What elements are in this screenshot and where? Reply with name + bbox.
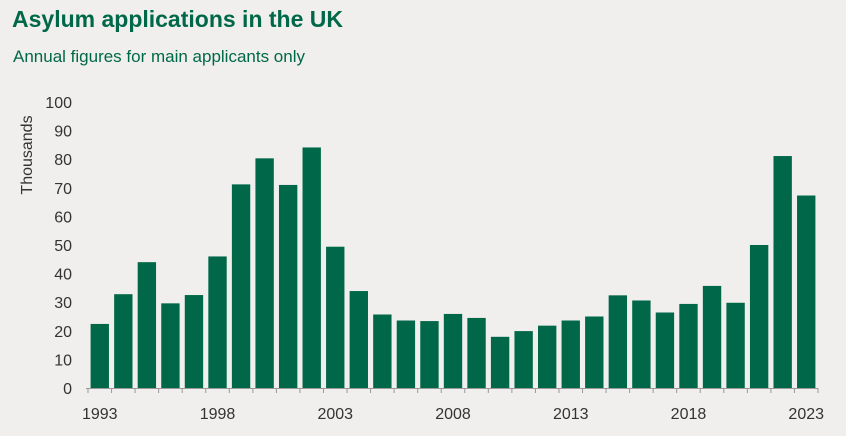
y-tick-label: 60	[54, 209, 72, 226]
bar-2022	[773, 156, 792, 388]
bar-2009	[467, 317, 486, 388]
bar-2016	[632, 300, 651, 388]
bar-2003	[326, 246, 345, 388]
bar-2014	[585, 316, 604, 388]
bar-2008	[443, 313, 463, 388]
x-tick-label: 2018	[671, 406, 707, 423]
y-tick-label: 90	[54, 124, 72, 141]
bar-2000	[255, 158, 274, 388]
bar-1998	[208, 256, 227, 388]
y-axis-ticks: 0 10 20 30 40 50 60 70 80 90 100	[45, 95, 72, 398]
x-tick-label: 1998	[200, 406, 236, 423]
chart-subtitle: Annual figures for main applicants only	[13, 47, 305, 66]
bar-2002	[302, 147, 321, 388]
y-tick-label: 50	[54, 238, 72, 255]
bar-2004	[349, 291, 368, 388]
y-tick-label: 40	[54, 267, 72, 284]
bar-2001	[278, 184, 298, 388]
y-tick-label: 0	[63, 381, 72, 398]
bar-1994	[114, 294, 133, 388]
y-tick-label: 20	[54, 324, 72, 341]
x-tick-label: 2023	[788, 406, 824, 423]
bar-2015	[608, 295, 628, 388]
bar-1999	[231, 184, 251, 388]
bar-2012	[538, 325, 557, 388]
bar-2023	[797, 195, 816, 388]
bar-1997	[184, 295, 204, 388]
x-axis-ticks: 1993 1998 2003 2008 2013 2018 2023	[82, 388, 824, 423]
x-tick-label: 1993	[82, 406, 118, 423]
bar-2010	[490, 336, 510, 388]
bar-1995	[137, 262, 157, 388]
x-tick-label: 2008	[435, 406, 471, 423]
bar-2005	[373, 314, 392, 388]
x-tick-label: 2013	[553, 406, 589, 423]
bar-2006	[396, 320, 416, 388]
bar-2021	[749, 245, 769, 388]
y-tick-label: 30	[54, 295, 72, 312]
bar-1996	[161, 303, 180, 388]
y-tick-label: 70	[54, 181, 72, 198]
chart-title: Asylum applications in the UK	[12, 6, 343, 32]
y-tick-label: 80	[54, 152, 72, 169]
bars	[90, 147, 816, 388]
bar-2018	[679, 303, 698, 388]
y-axis-label: Thousands	[19, 115, 36, 194]
bar-2019	[702, 285, 722, 388]
bar-1993	[90, 323, 109, 388]
bar-2011	[514, 331, 533, 388]
bar-2013	[561, 320, 580, 388]
x-tick-label: 2003	[317, 406, 353, 423]
bar-2017	[655, 312, 675, 388]
bar-2020	[726, 302, 745, 388]
y-tick-label: 100	[45, 95, 72, 112]
bar-2007	[420, 321, 439, 388]
y-tick-label: 10	[54, 352, 72, 369]
